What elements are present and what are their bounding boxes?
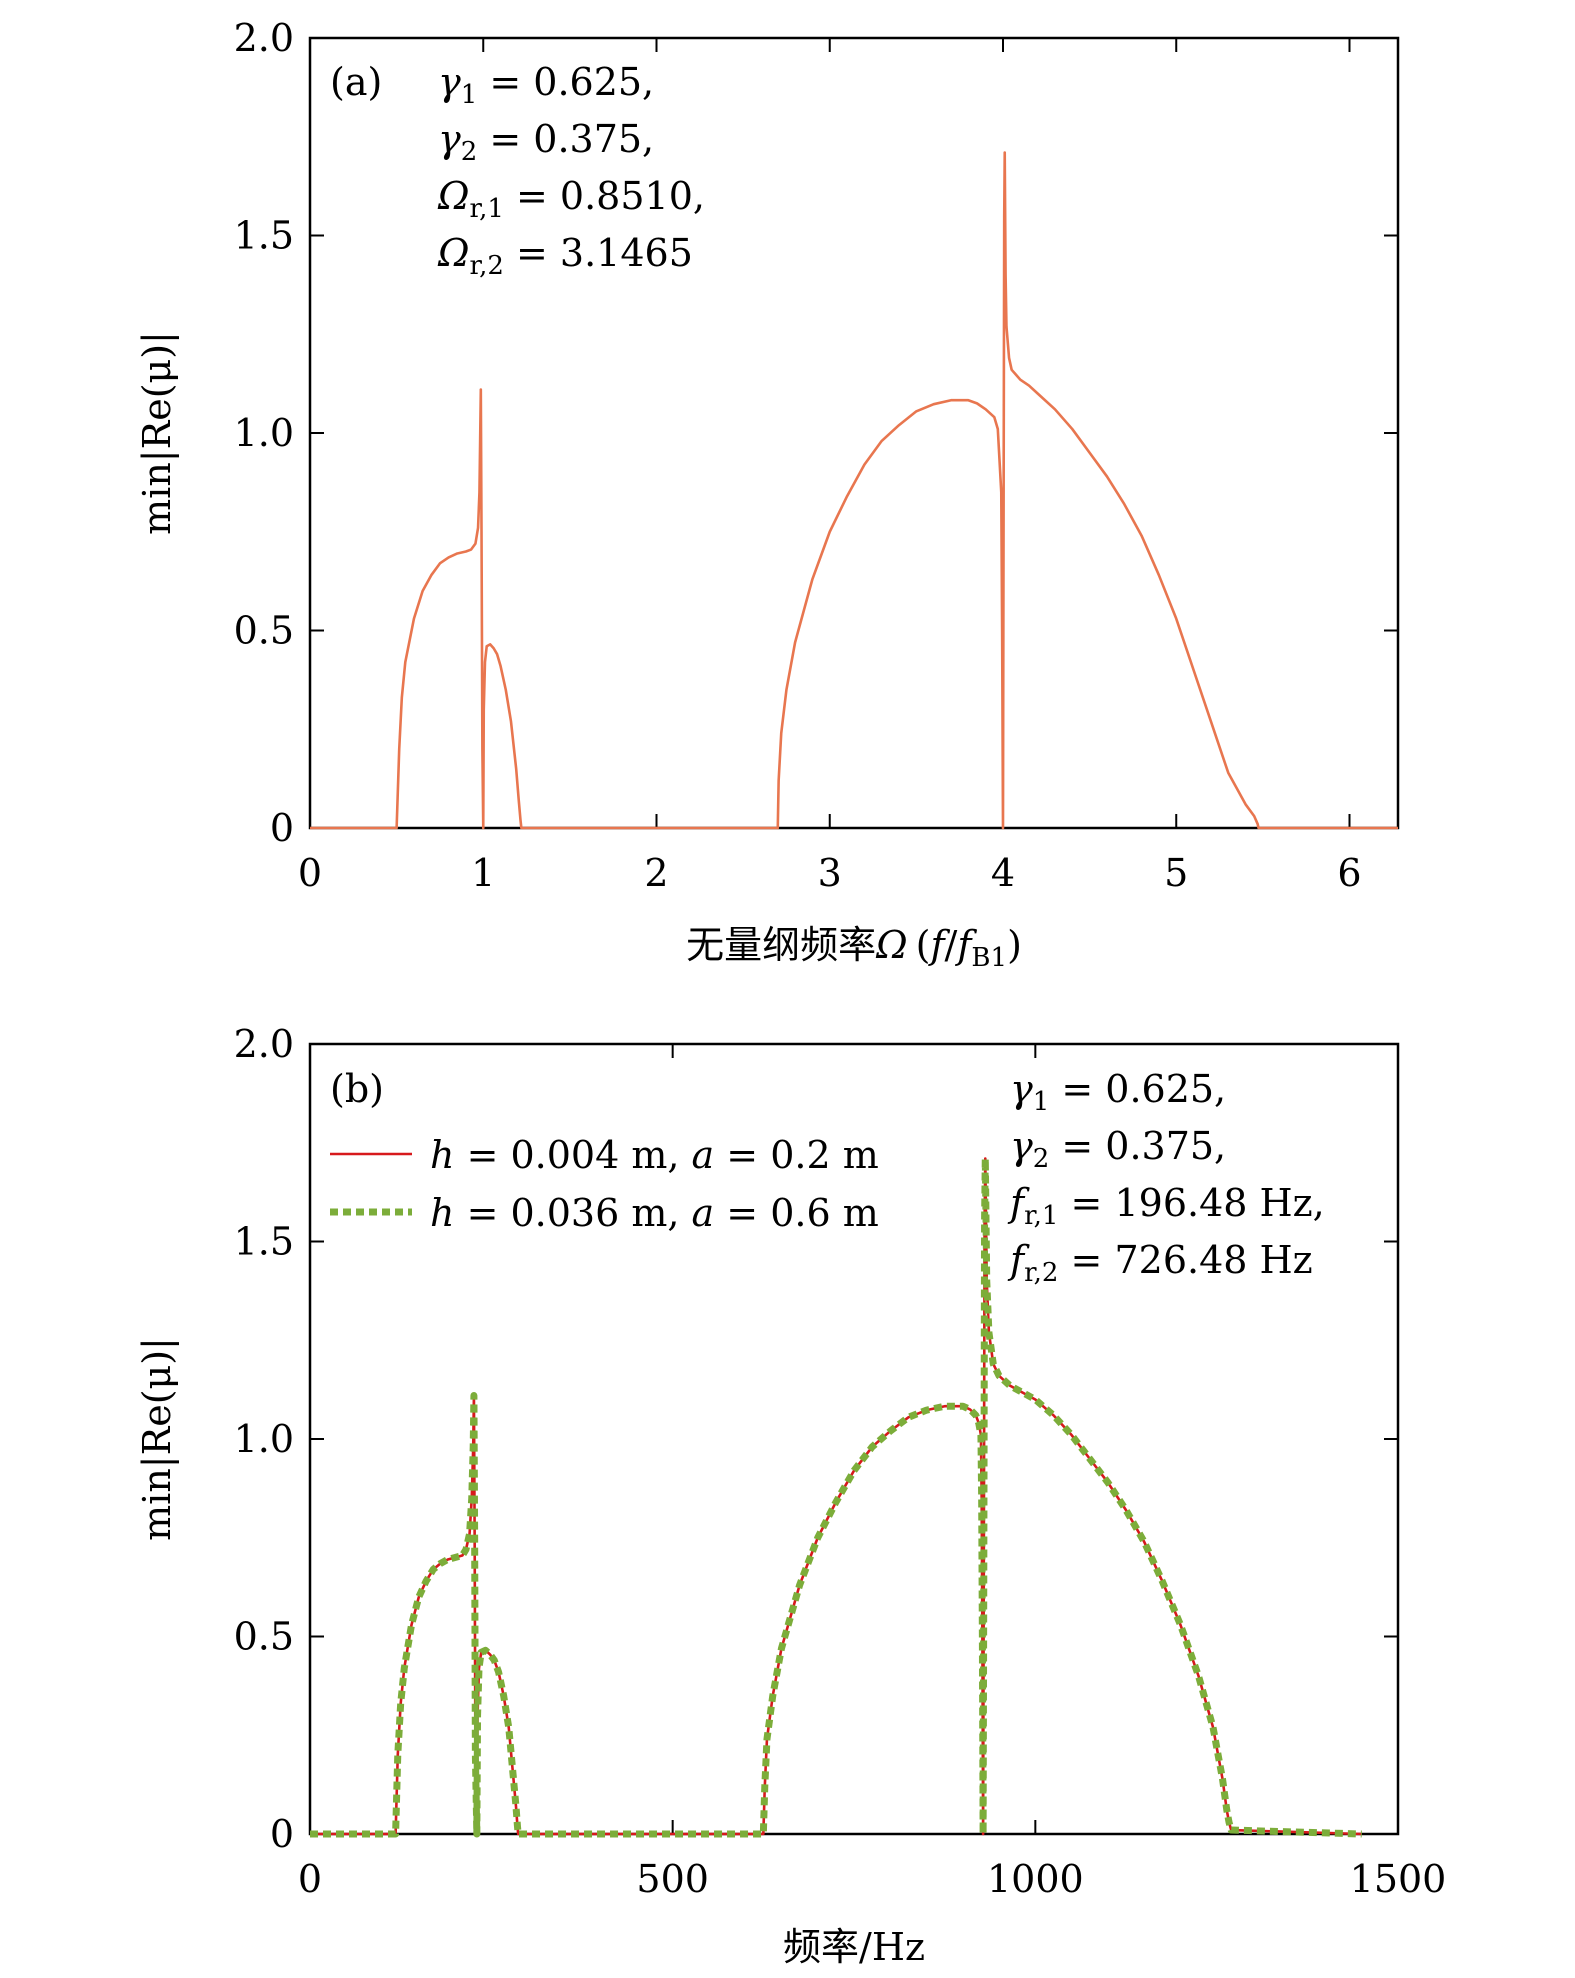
- y-tick-label: 1.5: [234, 214, 294, 258]
- y-tick-label: 1.5: [234, 1220, 294, 1264]
- chart-panel-a: 0 0.5 1.0 1.5 2.0 0 1 2 3 4 5 6 (a) γ1 = 0.625, γ2…: [135, 16, 1400, 973]
- param-a-gamma1: γ1 = 0.625,: [438, 60, 654, 110]
- series-line-a: [310, 151, 1398, 830]
- panel-label-a: (a): [330, 60, 382, 104]
- x-axis-label-a: 无量纲频率Ω (f/fB1): [686, 923, 1022, 973]
- legend-b: h = 0.004 m, a = 0.2 m h = 0.036 m, a = …: [330, 1133, 879, 1235]
- x-tick-label: 1: [471, 851, 495, 895]
- y-tick-label: 0: [270, 1812, 294, 1856]
- x-axis-a: 0 1 2 3 4 5 6: [298, 38, 1362, 895]
- x-tick-label: 1000: [987, 1857, 1084, 1901]
- x-tick-label: 500: [636, 1857, 709, 1901]
- y-axis-a: 0 0.5 1.0 1.5 2.0: [234, 16, 1398, 850]
- param-a-omega-r2: Ωr,2 = 3.1465: [437, 231, 693, 281]
- y-tick-label: 1.0: [234, 411, 294, 455]
- y-tick-label: 2.0: [234, 1022, 294, 1066]
- y-axis-label-b: min|Re(μ)|: [135, 1337, 179, 1541]
- param-b-fr2: fr,2 = 726.48 Hz: [1007, 1238, 1313, 1288]
- x-tick-label: 4: [991, 851, 1015, 895]
- params-b: γ1 = 0.625, γ2 = 0.375, fr,1 = 196.48 Hz…: [1007, 1067, 1325, 1288]
- y-tick-label: 0.5: [234, 1615, 294, 1659]
- x-axis-b: 0 500 1000 1500: [298, 1044, 1446, 1901]
- x-tick-label: 1500: [1350, 1857, 1447, 1901]
- y-axis-b: 0 0.5 1.0 1.5 2.0: [234, 1022, 1398, 1856]
- chart-panel-b: 0 0.5 1.0 1.5 2.0 0 500 1000 1500 (b) h = 0.004…: [135, 1022, 1446, 1969]
- series-line-b-thick: [310, 1155, 1362, 1838]
- x-tick-label: 3: [818, 851, 842, 895]
- legend-entry-thin: h = 0.004 m, a = 0.2 m: [430, 1133, 879, 1177]
- param-b-gamma2: γ2 = 0.375,: [1010, 1124, 1226, 1174]
- x-tick-label: 0: [298, 851, 322, 895]
- y-tick-label: 0.5: [234, 609, 294, 653]
- param-a-omega-r1: Ωr,1 = 0.8510,: [437, 174, 705, 224]
- x-tick-label: 5: [1164, 851, 1188, 895]
- param-a-gamma2: γ2 = 0.375,: [438, 117, 654, 167]
- x-tick-label: 0: [298, 1857, 322, 1901]
- params-a: γ1 = 0.625, γ2 = 0.375, Ωr,1 = 0.8510, Ω…: [437, 60, 705, 281]
- param-b-gamma1: γ1 = 0.625,: [1010, 1067, 1226, 1117]
- y-axis-label-a: min|Re(μ)|: [135, 331, 179, 535]
- y-tick-label: 1.0: [234, 1417, 294, 1461]
- param-b-fr1: fr,1 = 196.48 Hz,: [1007, 1181, 1325, 1231]
- y-tick-label: 0: [270, 806, 294, 850]
- panel-label-b: (b): [330, 1067, 384, 1111]
- x-tick-label: 6: [1337, 851, 1361, 895]
- x-tick-label: 2: [644, 851, 668, 895]
- x-axis-label-b: 频率/Hz: [783, 1925, 925, 1969]
- y-tick-label: 2.0: [234, 16, 294, 60]
- legend-entry-thick: h = 0.036 m, a = 0.6 m: [430, 1191, 879, 1235]
